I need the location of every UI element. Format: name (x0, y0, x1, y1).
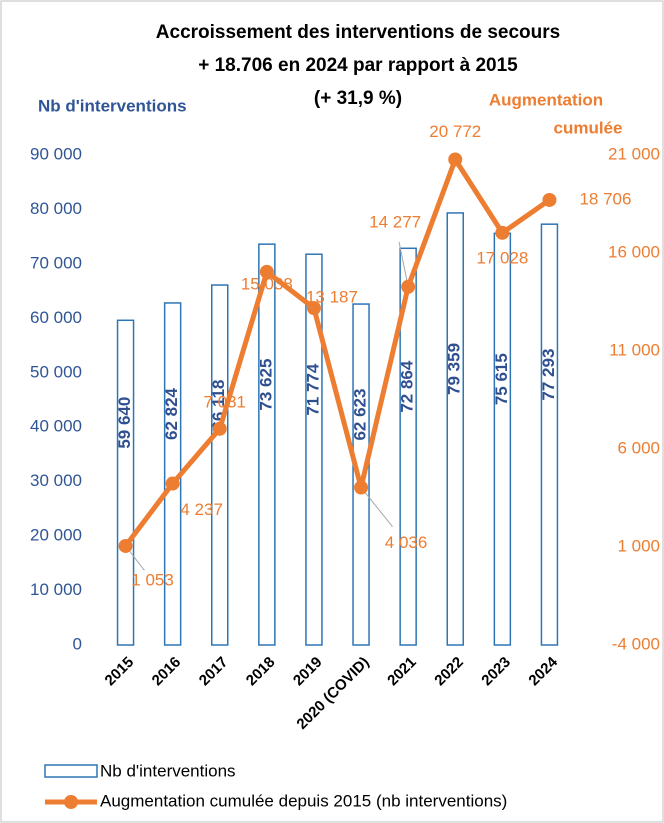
y2-tick-label: 1 000 (617, 536, 660, 555)
y-tick-label: 70 000 (30, 253, 82, 272)
line-marker (542, 192, 557, 207)
line-value-label: 18 706 (579, 189, 631, 208)
y2-tick-label: 16 000 (608, 242, 660, 261)
bar-value-label: 62 623 (351, 389, 370, 441)
line-value-label: 7 031 (203, 392, 246, 411)
bar-value-label: 75 615 (492, 353, 511, 405)
y-tick-label: 80 000 (30, 199, 82, 218)
chart-title: Accroissement des interventions de secou… (156, 22, 560, 43)
line-value-label: 15 038 (241, 274, 293, 293)
bar (258, 243, 276, 646)
legend-label: Nb d'interventions (100, 761, 236, 780)
line-marker (448, 152, 463, 167)
y-tick-label: 20 000 (30, 526, 82, 545)
bar-value-label: 59 640 (115, 397, 134, 449)
legend-swatch (44, 764, 98, 778)
leader-line (398, 241, 409, 287)
bar (305, 253, 323, 646)
y-tick-label: 60 000 (30, 308, 82, 327)
line-marker (118, 538, 133, 553)
line-value-label: 17 028 (476, 248, 528, 267)
bar-value-label: 77 293 (539, 349, 558, 401)
y2-axis-label: Augmentation (489, 90, 603, 109)
bar-value-label: 72 864 (398, 360, 417, 413)
line-value-label: 4 237 (180, 500, 223, 519)
line-marker (306, 301, 321, 316)
line-value-label: 14 277 (369, 212, 421, 231)
line-marker (354, 480, 369, 495)
bar (540, 223, 559, 646)
y-tick-label: 30 000 (30, 471, 82, 490)
y-tick-label: 50 000 (30, 362, 82, 381)
y2-tick-label: 6 000 (617, 438, 660, 457)
bar-value-label: 71 774 (303, 363, 322, 416)
y2-axis-label: cumulée (554, 118, 623, 137)
line-marker (401, 279, 416, 294)
bar (493, 232, 512, 646)
line-marker (165, 476, 180, 491)
line-marker (495, 225, 510, 240)
bar-value-label: 62 824 (162, 387, 181, 440)
bar (116, 319, 135, 646)
bar (211, 284, 229, 646)
bar (446, 212, 464, 646)
line-value-label: 4 036 (385, 533, 428, 552)
line-marker (212, 421, 227, 436)
bar (399, 247, 417, 646)
y-axis-label: Nb d'interventions (38, 96, 187, 115)
y2-tick-label: -4 000 (612, 634, 660, 653)
leader-line (360, 487, 393, 528)
y2-tick-label: 11 000 (609, 340, 660, 359)
bar-value-label: 73 625 (256, 359, 275, 411)
line-value-label: 1 053 (131, 570, 174, 589)
line-value-label: 20 772 (429, 122, 481, 141)
y-tick-label: 90 000 (30, 144, 82, 163)
bar (352, 303, 370, 646)
y-tick-label: 40 000 (30, 417, 82, 436)
line-value-label: 13 187 (306, 288, 358, 307)
bar-value-label: 79 359 (445, 343, 464, 395)
chart-title: + 18.706 en 2024 par rapport à 2015 (198, 55, 518, 76)
chart-title: (+ 31,9 %) (314, 88, 402, 109)
y2-tick-label: 21 000 (608, 144, 660, 163)
line-marker (259, 264, 274, 279)
legend-swatch (64, 795, 78, 809)
legend-label: Augmentation cumulée depuis 2015 (nb int… (100, 791, 507, 810)
line (123, 156, 551, 548)
y-tick-label: 10 000 (30, 580, 82, 599)
y-tick-label: 0 (73, 634, 82, 653)
